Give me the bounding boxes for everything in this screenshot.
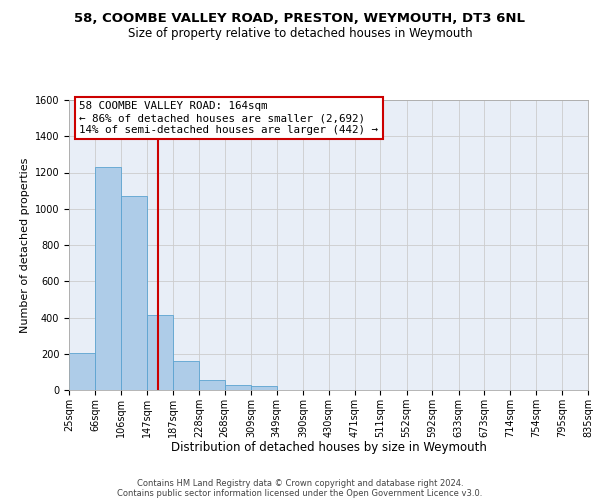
Bar — [251, 386, 277, 390]
Text: Size of property relative to detached houses in Weymouth: Size of property relative to detached ho… — [128, 28, 472, 40]
Bar — [95, 167, 121, 390]
Bar — [147, 315, 173, 390]
Bar — [121, 196, 147, 390]
Bar — [173, 361, 199, 390]
X-axis label: Distribution of detached houses by size in Weymouth: Distribution of detached houses by size … — [170, 442, 487, 454]
Text: Contains HM Land Registry data © Crown copyright and database right 2024.: Contains HM Land Registry data © Crown c… — [137, 478, 463, 488]
Bar — [69, 353, 95, 390]
Bar — [224, 386, 251, 390]
Text: 58 COOMBE VALLEY ROAD: 164sqm
← 86% of detached houses are smaller (2,692)
14% o: 58 COOMBE VALLEY ROAD: 164sqm ← 86% of d… — [79, 102, 379, 134]
Text: Contains public sector information licensed under the Open Government Licence v3: Contains public sector information licen… — [118, 488, 482, 498]
Y-axis label: Number of detached properties: Number of detached properties — [20, 158, 31, 332]
Text: 58, COOMBE VALLEY ROAD, PRESTON, WEYMOUTH, DT3 6NL: 58, COOMBE VALLEY ROAD, PRESTON, WEYMOUT… — [74, 12, 526, 26]
Bar — [199, 380, 224, 390]
